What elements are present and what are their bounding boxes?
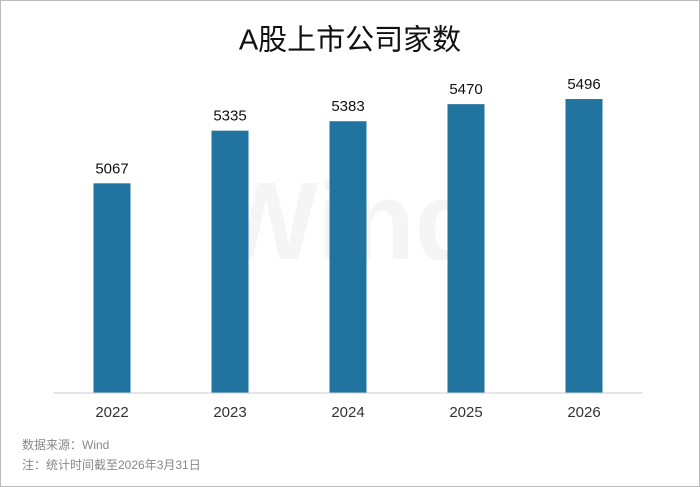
value-label: 5383 <box>331 98 364 115</box>
x-tick-label: 2022 <box>95 404 128 421</box>
value-label: 5496 <box>567 76 600 93</box>
bar <box>565 99 603 393</box>
value-label: 5335 <box>213 108 246 125</box>
source: 数据来源：Wind <box>22 437 109 452</box>
x-tick-label: 2023 <box>213 404 246 421</box>
x-tick-label: 2026 <box>567 404 600 421</box>
bar <box>211 130 249 394</box>
x-tick-label: 2024 <box>331 404 364 421</box>
bar <box>93 183 131 393</box>
value-label: 5470 <box>449 81 482 98</box>
bar <box>447 104 485 394</box>
bar <box>329 121 367 393</box>
chart-title: A股上市公司家数 <box>239 24 461 57</box>
note: 注：统计时间截至2026年3月31日 <box>22 457 201 472</box>
value-label: 5067 <box>95 160 128 177</box>
x-tick-label: 2025 <box>449 404 482 421</box>
